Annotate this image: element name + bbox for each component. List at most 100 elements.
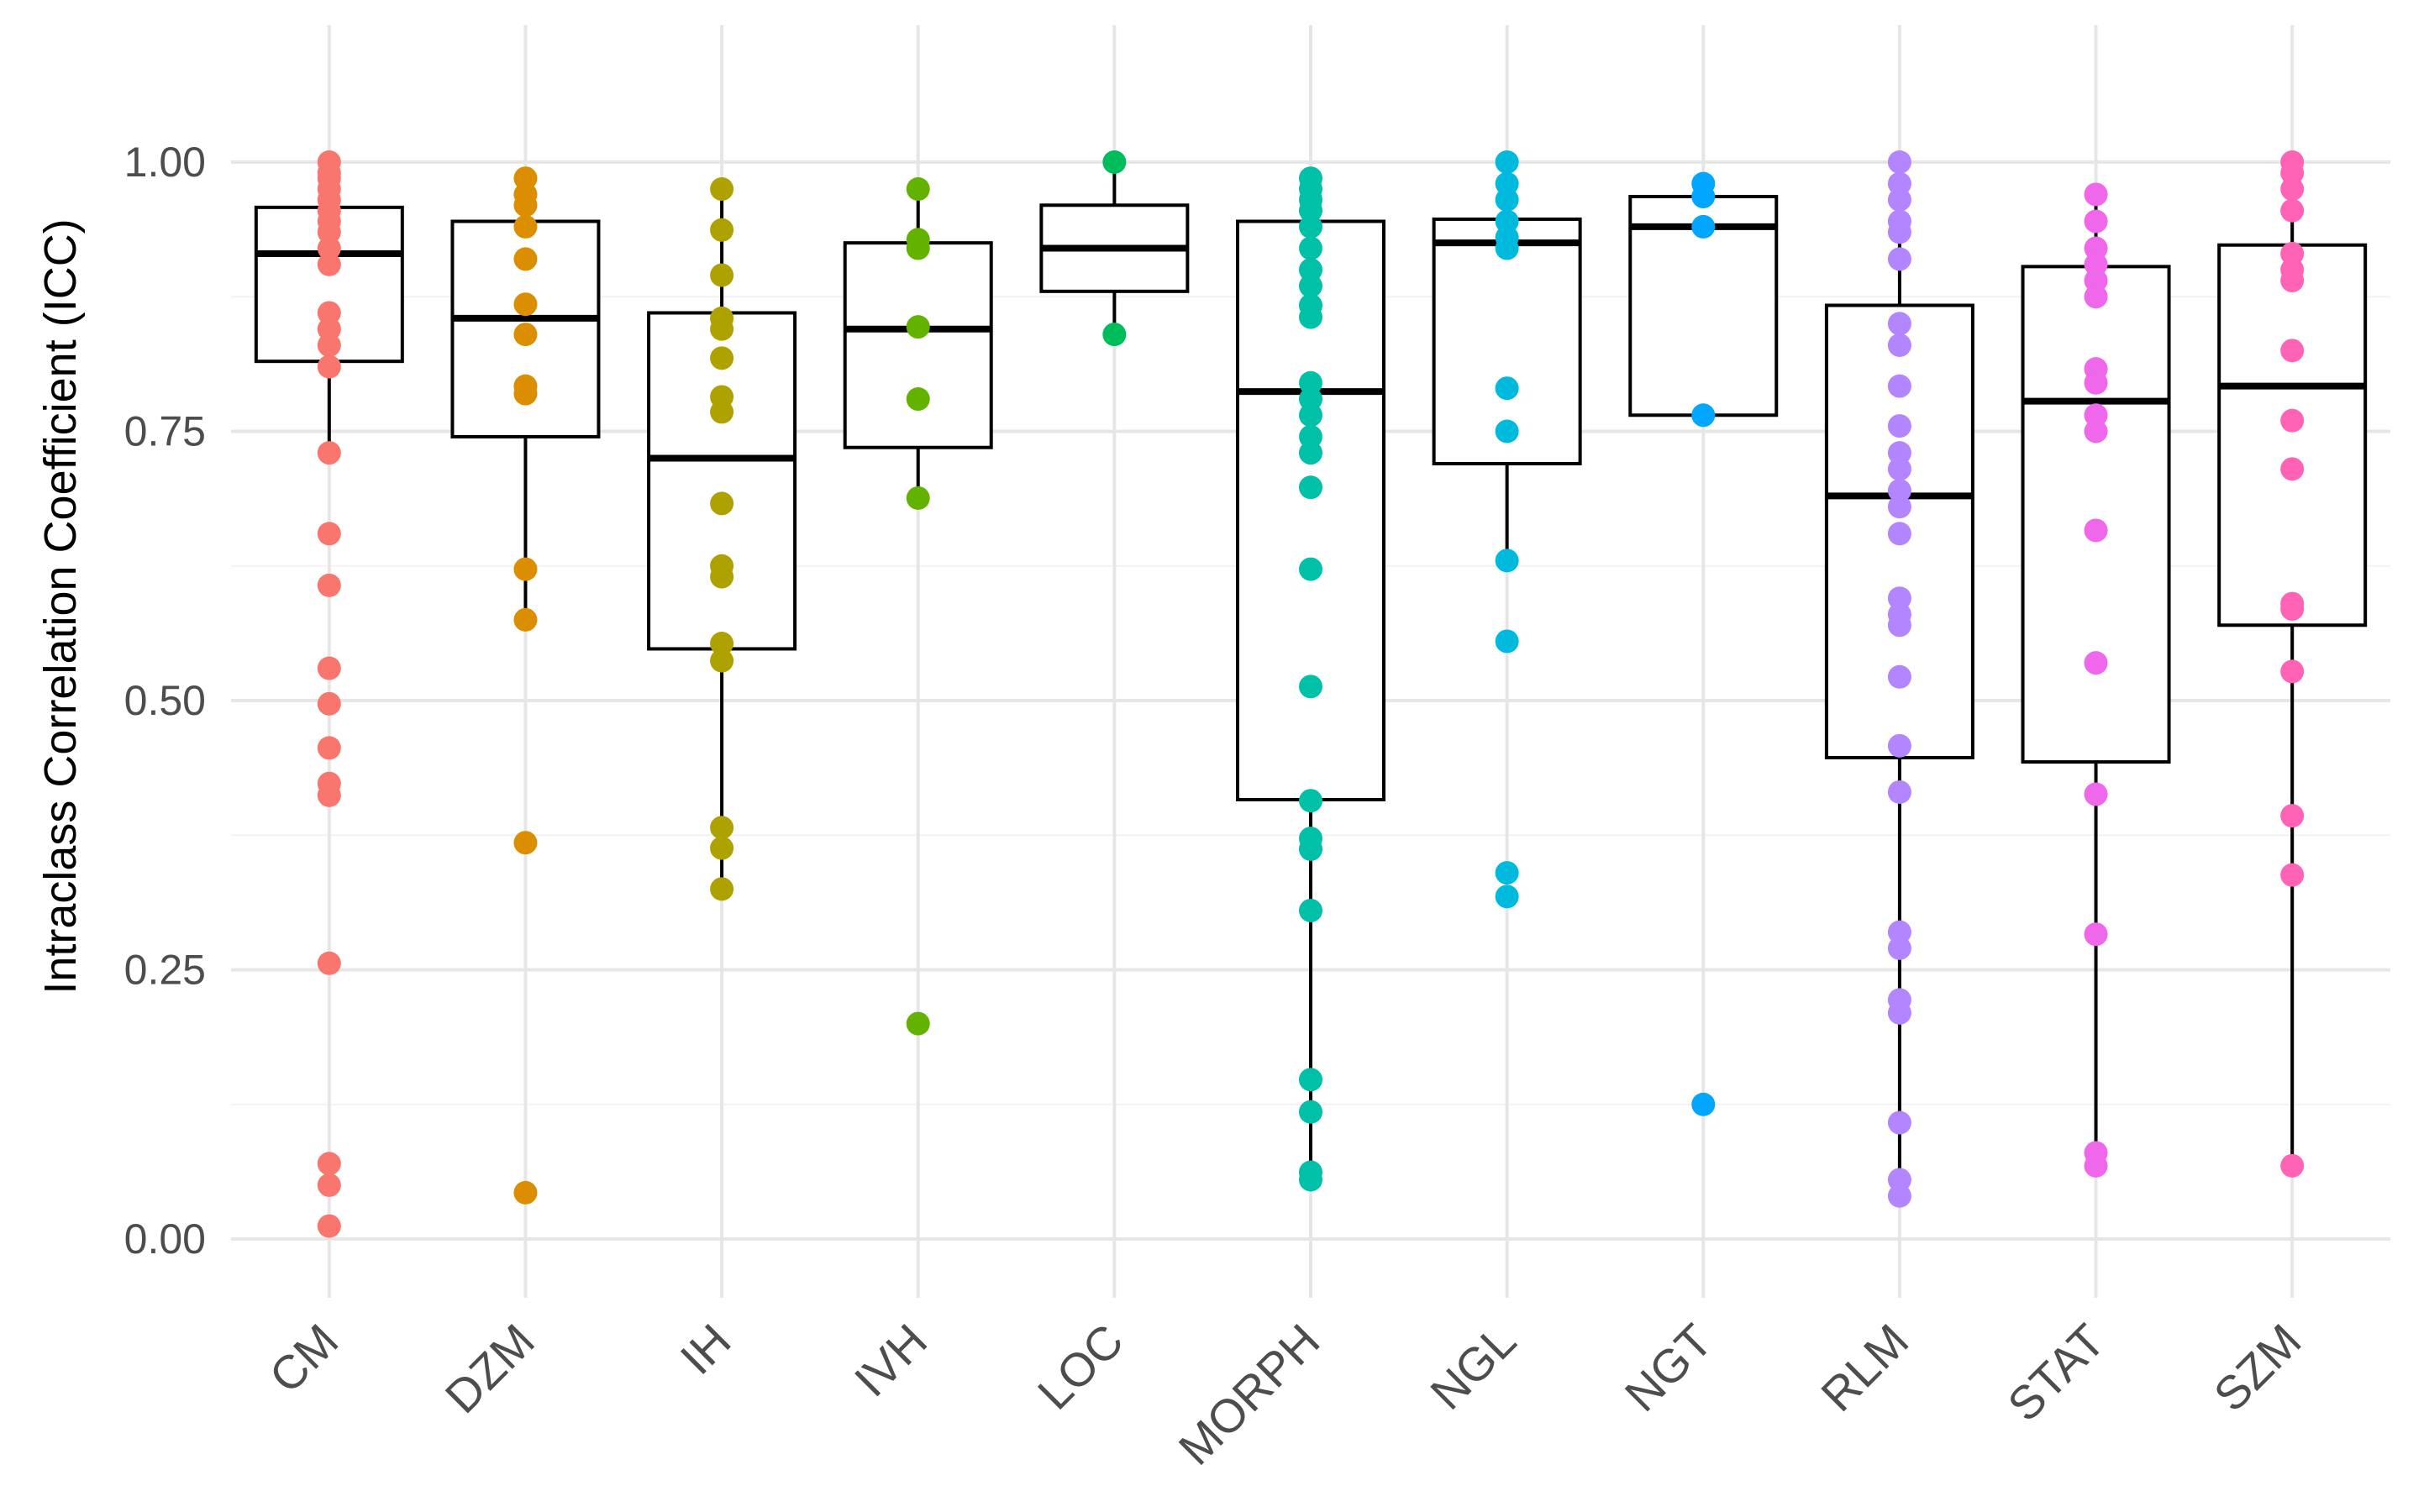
data-point-rlm bbox=[1887, 522, 1911, 546]
data-point-morph bbox=[1299, 274, 1322, 298]
data-point-ngt bbox=[1691, 185, 1716, 209]
data-point-ih bbox=[710, 632, 734, 656]
data-point-morph bbox=[1299, 441, 1322, 465]
data-point-ngl bbox=[1495, 549, 1519, 573]
data-point-szm bbox=[2280, 457, 2305, 481]
y-axis-title: Intraclass Correlation Coefficient (ICC) bbox=[35, 218, 86, 994]
data-point-rlm bbox=[1887, 1110, 1911, 1135]
data-point-stat bbox=[2084, 782, 2108, 806]
data-point-loc bbox=[1102, 150, 1127, 174]
data-point-rlm bbox=[1887, 312, 1911, 336]
x-tick-label: SZM bbox=[2204, 1314, 2311, 1421]
x-tick-label: LOC bbox=[1028, 1314, 1133, 1420]
data-point-stat bbox=[2084, 285, 2108, 309]
data-point-cm bbox=[317, 573, 341, 597]
x-tick-label: IVH bbox=[844, 1314, 938, 1407]
data-point-cm bbox=[317, 951, 341, 975]
x-tick-label: MORPH bbox=[1169, 1314, 1330, 1475]
data-point-szm bbox=[2280, 597, 2305, 622]
data-point-ih bbox=[710, 346, 734, 370]
data-point-rlm bbox=[1887, 733, 1911, 758]
data-point-rlm bbox=[1887, 613, 1911, 638]
data-point-rlm bbox=[1887, 495, 1911, 519]
data-point-stat bbox=[2084, 370, 2108, 395]
data-point-dzm bbox=[513, 557, 538, 581]
data-point-cm bbox=[317, 252, 341, 276]
data-point-cm bbox=[317, 691, 341, 716]
data-point-ih bbox=[710, 317, 734, 341]
data-point-szm bbox=[2280, 863, 2305, 887]
data-point-stat bbox=[2084, 403, 2108, 428]
box-iqr bbox=[2021, 265, 2171, 764]
data-point-morph bbox=[1299, 214, 1322, 239]
data-point-rlm bbox=[1887, 664, 1911, 689]
y-tick-label: 0.25 bbox=[124, 947, 206, 994]
data-point-ngl bbox=[1495, 236, 1519, 260]
y-tick-label: 0.50 bbox=[124, 677, 206, 724]
data-point-morph bbox=[1299, 198, 1322, 223]
data-point-morph bbox=[1299, 424, 1322, 449]
data-point-ngl bbox=[1495, 629, 1519, 654]
x-tick-label: DZM bbox=[435, 1314, 544, 1423]
data-point-morph bbox=[1299, 837, 1322, 861]
data-point-stat bbox=[2084, 252, 2108, 276]
data-point-rlm bbox=[1887, 374, 1911, 398]
x-tick-label: CM bbox=[259, 1314, 348, 1403]
data-point-szm bbox=[2280, 1153, 2305, 1178]
data-point-dzm bbox=[513, 166, 538, 191]
data-point-morph bbox=[1299, 1168, 1322, 1192]
x-tick-label: STAT bbox=[1997, 1314, 2115, 1431]
data-point-szm bbox=[2280, 177, 2305, 202]
data-point-morph bbox=[1299, 387, 1322, 412]
x-axis-ticks: CM DZM IH IVH LOC MORPH NGL NGT RLM STAT SZM bbox=[259, 1314, 2311, 1475]
y-tick-label: 0.00 bbox=[124, 1215, 206, 1263]
data-point-morph bbox=[1299, 305, 1322, 329]
data-point-cm bbox=[317, 656, 341, 680]
data-point-rlm bbox=[1887, 936, 1911, 960]
data-point-dzm bbox=[513, 214, 538, 239]
data-point-rlm bbox=[1887, 414, 1911, 438]
data-point-stat bbox=[2084, 651, 2108, 675]
data-point-stat bbox=[2084, 269, 2108, 293]
data-point-morph bbox=[1299, 236, 1322, 260]
data-point-cm bbox=[317, 333, 341, 357]
data-point-szm bbox=[2280, 269, 2305, 293]
data-point-ih bbox=[710, 648, 734, 673]
data-point-ngl bbox=[1495, 209, 1519, 234]
data-point-ih bbox=[710, 836, 734, 860]
data-point-ngt bbox=[1691, 403, 1716, 428]
data-point-dzm bbox=[513, 193, 538, 218]
data-point-cm bbox=[317, 1173, 341, 1197]
data-point-ih bbox=[710, 491, 734, 516]
data-point-stat bbox=[2084, 419, 2108, 444]
boxplot-stat bbox=[2021, 194, 2171, 1169]
data-point-rlm bbox=[1887, 1184, 1911, 1208]
data-point-morph bbox=[1299, 557, 1322, 581]
data-point-morph bbox=[1299, 258, 1322, 282]
data-point-stat bbox=[2084, 518, 2108, 543]
data-point-ih bbox=[710, 218, 734, 242]
data-point-ih bbox=[710, 816, 734, 840]
data-point-stat bbox=[2084, 209, 2108, 234]
data-point-cm bbox=[317, 441, 341, 465]
x-tick-label: RLM bbox=[1811, 1314, 1918, 1421]
data-point-ih bbox=[710, 564, 734, 589]
data-point-szm bbox=[2280, 241, 2305, 265]
data-point-dzm bbox=[513, 607, 538, 632]
data-point-szm bbox=[2280, 659, 2305, 684]
data-point-morph bbox=[1299, 1100, 1322, 1124]
data-point-cm bbox=[317, 301, 341, 325]
data-point-morph bbox=[1299, 403, 1322, 428]
data-point-ngl bbox=[1495, 885, 1519, 909]
data-point-cm bbox=[317, 736, 341, 760]
data-point-morph bbox=[1299, 1068, 1322, 1092]
boxplot-szm bbox=[2217, 162, 2368, 1169]
data-point-cm bbox=[317, 1214, 341, 1238]
data-point-cm bbox=[317, 317, 341, 341]
data-point-ngl bbox=[1495, 376, 1519, 401]
data-point-ih bbox=[710, 177, 734, 202]
y-tick-label: 1.00 bbox=[124, 139, 206, 186]
data-point-rlm bbox=[1887, 586, 1911, 611]
data-points bbox=[317, 150, 2305, 1238]
data-point-stat bbox=[2084, 182, 2108, 207]
